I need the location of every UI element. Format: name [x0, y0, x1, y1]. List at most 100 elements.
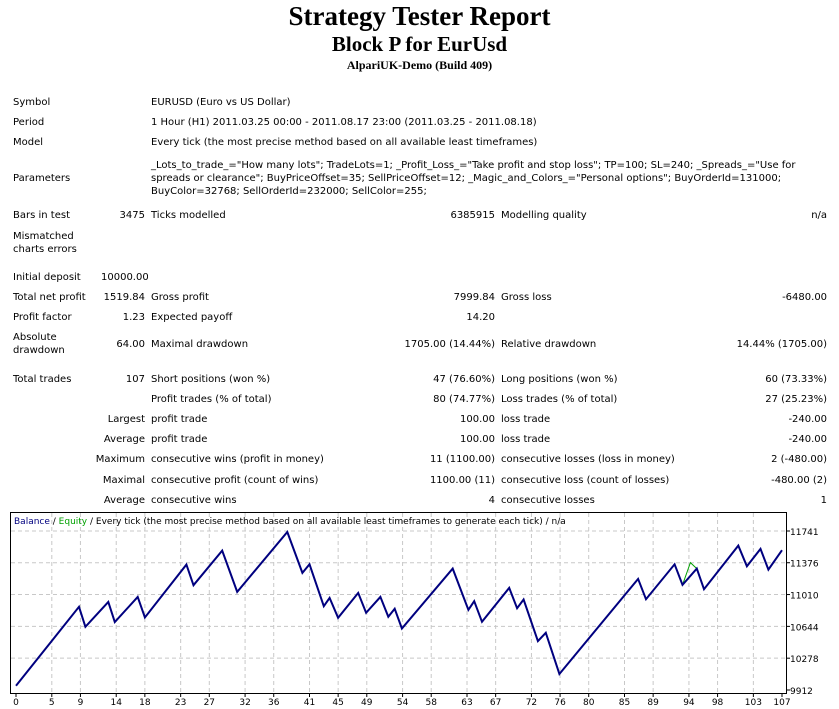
value: 1	[820, 494, 828, 506]
legend-sep: /	[50, 517, 59, 527]
label: Maximal	[102, 474, 145, 486]
value: 60 (73.33%)	[765, 373, 828, 385]
value: Every tick (the most precise method base…	[151, 136, 538, 148]
y-tick-label: 11741	[790, 528, 819, 538]
label: consecutive loss (count of losses)	[501, 474, 670, 486]
value: 3475	[119, 209, 145, 221]
label: consecutive losses	[501, 494, 595, 506]
x-tick-label: 85	[619, 698, 630, 708]
label: Expected payoff	[151, 312, 233, 323]
x-tick-label: 80	[583, 698, 595, 708]
balance-chart: Balance / Equity / Every tick (the most …	[10, 512, 819, 708]
x-tick-label: 107	[773, 698, 790, 708]
label: Initial deposit	[13, 271, 81, 283]
value: 100.00	[460, 433, 495, 445]
row-profit-factor: Profit factor 1.23 Expected payoff 14.20	[10, 307, 830, 328]
label: Symbol	[13, 96, 51, 108]
row-drawdown: Absolute drawdown 64.00 Maximal drawdown 17…	[10, 328, 830, 360]
x-tick-label: 54	[397, 698, 409, 708]
y-tick-label: 9912	[790, 687, 813, 697]
plot-area	[10, 512, 787, 694]
value: 64.00	[116, 338, 145, 350]
legend-balance: Balance	[14, 517, 50, 527]
report-subtitle: Block P for EurUsd	[331, 32, 508, 56]
legend-equity: Equity	[59, 517, 88, 527]
row-period: Period 1 Hour (H1) 2011.03.25 00:00 - 201…	[10, 112, 830, 132]
value: 11 (1100.00)	[429, 454, 495, 465]
label: Largest	[107, 413, 145, 425]
x-tick-label: 72	[526, 698, 537, 708]
value: -240.00	[788, 413, 828, 425]
label: Average	[103, 494, 145, 506]
value: 1100.00 (11)	[429, 474, 495, 486]
row-symbol: Symbol EURUSD (Euro vs US Dollar)	[10, 92, 830, 112]
label: Profit trades (% of total)	[151, 393, 272, 405]
x-tick-label: 67	[490, 698, 501, 708]
label: Bars in test	[13, 209, 70, 221]
value: 7999.84	[453, 291, 495, 303]
x-tick-label: 94	[683, 698, 695, 708]
value: 4	[488, 494, 495, 506]
value: 10000.00	[101, 271, 148, 283]
x-tick-label: 58	[425, 698, 437, 708]
server-build: AlpariUK-Demo (Build 409)	[346, 58, 493, 72]
label: consecutive losses (loss in money)	[501, 454, 675, 465]
value: 14.20	[466, 312, 495, 323]
label: loss trade	[501, 413, 551, 425]
label: Short positions (won %)	[151, 373, 271, 385]
label: Long positions (won %)	[501, 373, 618, 385]
value: n/a	[811, 209, 828, 221]
x-tick-label: 36	[268, 698, 280, 708]
x-tick-label: 18	[139, 698, 151, 708]
x-tick-label: 45	[332, 698, 343, 708]
report-table: Symbol EURUSD (Euro vs US Dollar) Period 1…	[10, 92, 830, 510]
label: consecutive wins (profit in money)	[151, 454, 324, 465]
label: Profit factor	[13, 312, 72, 323]
value: 80 (74.77%)	[433, 393, 495, 405]
row-largest: Largest profit trade 100.00 loss trade -240.…	[10, 409, 830, 429]
row-average-consecutive: Average consecutive wins 4 consecutive loss…	[10, 490, 830, 510]
x-tick-label: 76	[554, 698, 566, 708]
chart-legend: Balance / Equity / Every tick (the most …	[14, 517, 566, 527]
label: Period	[13, 116, 45, 128]
legend-description: / Every tick (the most precise method ba…	[87, 517, 566, 527]
value: -6480.00	[782, 291, 828, 303]
x-tick-label: 98	[712, 698, 724, 708]
x-tick-label: 89	[647, 698, 659, 708]
x-tick-label: 63	[461, 698, 472, 708]
row-average: Average profit trade 100.00 loss trade -240.…	[10, 429, 830, 449]
label: profit trade	[151, 433, 208, 445]
x-tick-label: 27	[204, 698, 215, 708]
value: 1 Hour (H1) 2011.03.25 00:00 - 2011.08.1…	[151, 116, 537, 128]
row-maximal: Maximal consecutive profit (count of wins…	[10, 470, 830, 490]
x-tick-label: 49	[361, 698, 373, 708]
label: Modelling quality	[501, 209, 587, 221]
y-tick-label: 10278	[790, 655, 819, 665]
value: 100.00	[460, 413, 495, 425]
value: 47 (76.60%)	[433, 373, 495, 385]
row-profit-trades: Profit trades (% of total) 80 (74.77%) Los…	[10, 389, 830, 409]
label: Maximal drawdown	[151, 338, 249, 350]
label: Total trades	[13, 373, 72, 385]
label: Gross loss	[501, 291, 552, 303]
value: -480.00 (2)	[771, 474, 828, 486]
label: loss trade	[501, 433, 551, 445]
label: Maximum	[95, 454, 145, 465]
x-tick-label: 5	[49, 698, 55, 708]
label: profit trade	[151, 413, 208, 425]
row-net-profit: Total net profit 1519.84 Gross profit 7999.…	[10, 287, 830, 307]
label: Total net profit	[13, 291, 86, 303]
value: 1519.84	[103, 291, 145, 303]
value: 1.23	[122, 312, 145, 323]
label: Model	[13, 136, 44, 148]
label: Relative drawdown	[501, 338, 597, 350]
y-tick-label: 11376	[790, 560, 819, 570]
row-deposit: Initial deposit 10000.00	[10, 267, 830, 287]
y-tick-label: 10644	[790, 623, 819, 633]
report-title: Strategy Tester Report	[288, 1, 551, 31]
label: Parameters	[13, 172, 71, 184]
row-maximum: Maximum consecutive wins (profit in money…	[10, 449, 830, 470]
row-model: Model Every tick (the most precise method…	[10, 132, 830, 152]
row-mismatch: Mismatched charts errors	[10, 226, 830, 260]
balance-line	[15, 530, 783, 687]
